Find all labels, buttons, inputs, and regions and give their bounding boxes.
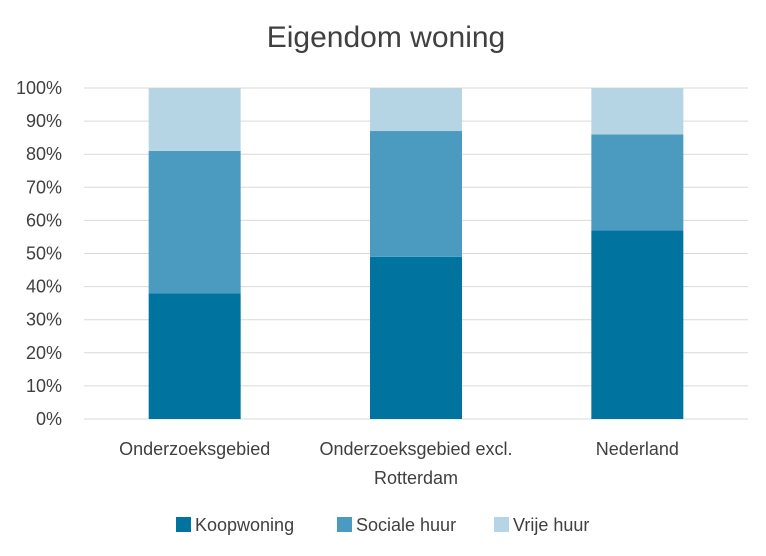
bar-segment-sociale-huur [148,150,241,294]
y-tick-label: 10% [26,376,62,396]
bar-segment-sociale-huur [591,134,684,231]
x-category-label-line: Nederland [596,439,679,459]
bar-segment-vrije-huur [591,88,684,135]
bar-segment-koopwoning [370,256,462,419]
x-category-label-line: Onderzoeksgebied [119,439,270,459]
y-tick-label: 80% [26,144,62,164]
x-category-label: Onderzoeksgebied excl. Rotterdam [319,439,512,488]
x-axis-categories: Onderzoeksgebied Onderzoeksgebied excl. Ro… [119,439,679,488]
bar-segment-koopwoning [148,293,241,419]
y-axis-ticks: 0% 10% 20% 30% 40% 50% 60% 70% 80% 90% 100% [16,78,62,429]
bars [148,88,684,419]
y-tick-label: 90% [26,111,62,131]
y-tick-label: 0% [36,409,62,429]
y-tick-label: 20% [26,343,62,363]
legend: Koopwoning Sociale huur Vrije huur [176,515,589,535]
x-category-label-line: Rotterdam [374,468,458,488]
bar-segment-sociale-huur [370,131,462,257]
chart-title: Eigendom woning [267,21,506,54]
x-category-label-line: Onderzoeksgebied excl. [319,439,512,459]
legend-label: Vrije huur [513,515,589,535]
legend-swatch [176,517,191,532]
x-category-label: Nederland [596,439,679,459]
y-tick-label: 70% [26,177,62,197]
y-tick-label: 40% [26,277,62,297]
legend-label: Koopwoning [195,515,294,535]
legend-label: Sociale huur [356,515,456,535]
legend-swatch [494,517,509,532]
bar-segment-koopwoning [591,230,684,419]
y-tick-label: 100% [16,78,62,98]
legend-swatch [337,517,352,532]
y-tick-label: 30% [26,310,62,330]
y-tick-label: 50% [26,244,62,264]
x-category-label: Onderzoeksgebied [119,439,270,459]
bar-segment-vrije-huur [148,88,241,151]
bar-segment-vrije-huur [370,88,462,132]
y-tick-label: 60% [26,210,62,230]
